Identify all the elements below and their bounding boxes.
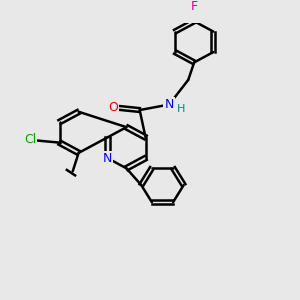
Text: F: F bbox=[190, 0, 198, 13]
Text: O: O bbox=[108, 101, 118, 114]
Text: N: N bbox=[103, 152, 112, 164]
Text: H: H bbox=[177, 104, 186, 114]
Text: N: N bbox=[164, 98, 174, 111]
Text: Cl: Cl bbox=[24, 134, 36, 146]
